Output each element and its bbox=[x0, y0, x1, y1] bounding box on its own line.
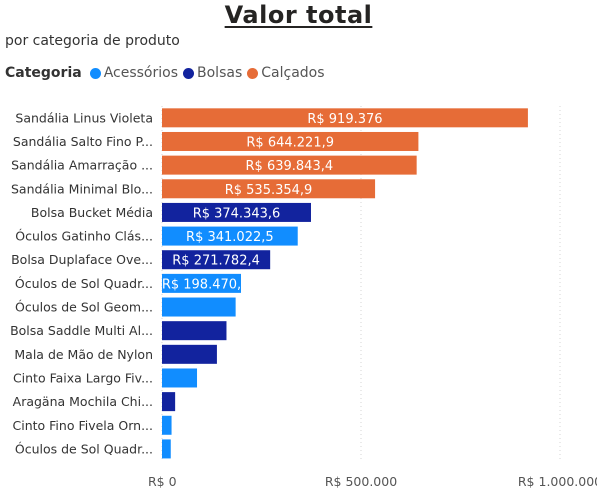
legend-label-calcados: Calçados bbox=[261, 65, 325, 81]
category-label-6: Bolsa Duplaface Ove... bbox=[11, 252, 153, 267]
category-label-8: Óculos de Sol Geom... bbox=[15, 300, 153, 315]
x-tick-label-0: R$ 0 bbox=[148, 474, 177, 489]
x-tick-label-2: R$ 1.000.000 bbox=[518, 474, 597, 489]
chart-title: Valor total bbox=[224, 1, 373, 29]
category-label-1: Sandália Salto Fino P... bbox=[13, 134, 153, 149]
category-label-10: Mala de Mão de Nylon bbox=[14, 347, 153, 362]
bar-12[interactable] bbox=[162, 392, 176, 412]
legend-item-acessorios[interactable]: Acessórios bbox=[89, 65, 179, 81]
legend: Categoria Acessórios Bolsas Calçados bbox=[5, 65, 330, 81]
bar-1[interactable] bbox=[162, 131, 419, 151]
legend-item-bolsas[interactable]: Bolsas bbox=[183, 65, 242, 81]
legend-label-acessorios: Acessórios bbox=[103, 65, 179, 81]
category-label-9: Bolsa Saddle Multi Al... bbox=[10, 323, 153, 338]
legend-dot-bolsas bbox=[183, 67, 195, 79]
category-label-11: Cinto Faixa Largo Fiv... bbox=[13, 370, 153, 385]
category-label-7: Óculos de Sol Quadr... bbox=[15, 276, 153, 291]
bar-8[interactable] bbox=[162, 297, 236, 317]
bar-7[interactable] bbox=[162, 273, 241, 293]
data-label-1: R$ 644.221,9 bbox=[246, 135, 334, 150]
category-label-4: Bolsa Bucket Média bbox=[31, 205, 153, 220]
bar-4[interactable] bbox=[162, 202, 311, 222]
chart-subtitle: por categoria de produto bbox=[5, 33, 180, 49]
data-label-2: R$ 639.843,4 bbox=[246, 159, 334, 174]
category-label-0: Sandália Linus Violeta bbox=[15, 110, 153, 125]
legend-dot-acessorios bbox=[89, 67, 101, 79]
bar-6[interactable] bbox=[162, 250, 271, 270]
data-label-0: R$ 919.376 bbox=[307, 112, 382, 127]
category-label-3: Sandália Minimal Blo... bbox=[11, 181, 153, 196]
data-label-4: R$ 374.343,6 bbox=[193, 206, 281, 221]
category-label-14: Óculos de Sol Quadr... bbox=[15, 441, 153, 456]
bar-2[interactable] bbox=[162, 155, 417, 175]
bar-3[interactable] bbox=[162, 179, 376, 199]
bar-14[interactable] bbox=[162, 439, 171, 459]
category-label-12: Aragäna Mochila Chi... bbox=[13, 394, 153, 409]
data-label-3: R$ 535.354,9 bbox=[225, 183, 313, 198]
legend-title: Categoria bbox=[5, 65, 82, 81]
bar-5[interactable] bbox=[162, 226, 298, 246]
x-tick-label-1: R$ 500.000 bbox=[325, 474, 397, 489]
category-label-5: Óculos Gatinho Clás... bbox=[15, 229, 153, 244]
bar-13[interactable] bbox=[162, 415, 172, 435]
data-label-7: R$ 198.470, bbox=[162, 277, 241, 292]
bar-11[interactable] bbox=[162, 368, 198, 388]
data-label-5: R$ 341.022,5 bbox=[186, 230, 274, 245]
bar-0[interactable] bbox=[162, 108, 528, 128]
category-label-13: Cinto Fino Fivela Orn... bbox=[13, 418, 154, 433]
legend-item-calcados[interactable]: Calçados bbox=[247, 65, 325, 81]
legend-dot-calcados bbox=[247, 67, 259, 79]
category-label-2: Sandália Amarração ... bbox=[11, 158, 153, 173]
bar-10[interactable] bbox=[162, 344, 217, 364]
bar-9[interactable] bbox=[162, 321, 227, 341]
data-label-6: R$ 271.782,4 bbox=[172, 254, 260, 269]
legend-label-bolsas: Bolsas bbox=[197, 65, 243, 81]
